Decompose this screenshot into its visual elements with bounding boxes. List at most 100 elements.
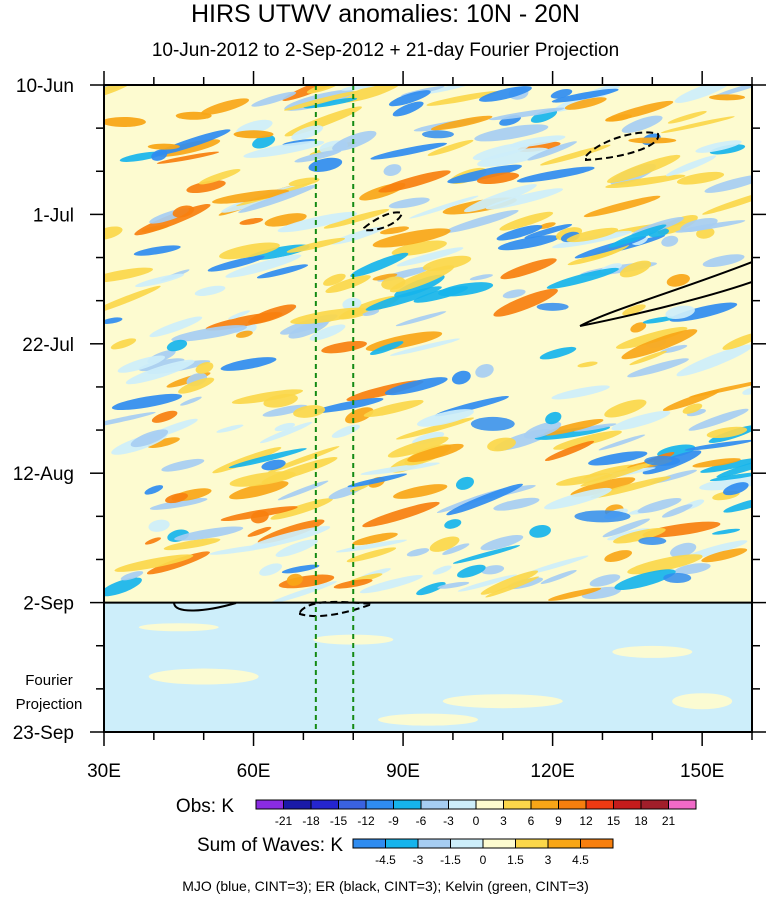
obs-anomaly-cell [496,225,543,241]
obs-anomaly-cell [161,458,205,472]
obs-anomaly-cell [548,587,602,601]
obs-anomaly-cell [393,484,448,499]
obs-anomaly-cell [369,341,404,355]
obs-anomaly-cell [611,410,671,431]
er-contour-positive [579,261,752,327]
obs-anomaly-cell [288,177,320,187]
obs-anomaly-cell [286,237,345,253]
obs-anomaly-cell [125,359,195,385]
obs-anomaly-cell [477,147,549,167]
obs-anomaly-cell [407,443,464,463]
obs-anomaly-cell [523,421,562,439]
projection-anomaly-cell [378,713,478,726]
obs-anomaly-cell [427,139,474,156]
obs-anomaly-cell [660,116,735,134]
obs-anomaly-cell [712,528,741,535]
obs-anomaly-cell [219,242,280,260]
obs-anomaly-cell [469,274,493,281]
obs-anomaly-cell [500,258,557,280]
projection-anomaly-cell [313,634,394,645]
obs-colorbar-swatch [365,799,394,810]
obs-anomaly-cell [432,565,452,575]
obs-anomaly-cell [314,397,384,413]
obs-anomaly-cell [277,211,358,233]
obs-anomaly-cell [446,483,523,516]
obs-anomaly-cell [665,305,695,320]
obs-anomaly-cell [662,504,693,518]
waves-colorbar-swatch [385,838,419,849]
waves-colorbar-level: -4.5 [375,853,396,867]
obs-anomaly-cell [350,252,409,278]
y-tick-label: 2-Sep [23,594,74,615]
obs-anomaly-cell [270,498,333,520]
obs-anomaly-cell [147,437,180,448]
obs-anomaly-cell [629,350,667,366]
obs-anomaly-cell [104,285,161,315]
obs-anomaly-cell [323,273,346,286]
obs-anomaly-cell [674,563,711,575]
obs-anomaly-cell [231,389,304,404]
waves-colorbar-swatch [547,838,581,849]
obs-warm-core [104,116,146,127]
obs-cool-core [536,302,569,311]
obs-anomaly-cell [396,247,464,267]
obs-anomaly-cell [293,405,326,418]
er-contour-negative [363,211,404,232]
obs-anomaly-cell [480,570,539,595]
obs-anomaly-cell [283,90,359,111]
obs-anomaly-cell [323,209,390,229]
obs-anomaly-cell [499,211,554,231]
obs-anomaly-cell [540,144,611,166]
waves-colorbar-swatch [417,838,451,849]
waves-colorbar-swatch [580,838,614,849]
obs-anomaly-cell [660,344,688,354]
obs-anomaly-cell [666,274,690,287]
obs-anomaly-cell [475,364,494,378]
obs-anomaly-cell [336,539,408,553]
obs-anomaly-cell [275,539,318,557]
obs-anomaly-cell [388,197,430,209]
obs-anomaly-cell [416,582,446,596]
waves-colorbar-level: 1.5 [507,853,524,867]
obs-anomaly-cell [416,409,474,427]
obs-anomaly-cell [212,447,282,474]
obs-anomaly-cell [621,115,663,133]
obs-colorbar-swatch [475,799,504,810]
obs-anomaly-cell [104,267,153,283]
obs-anomaly-cell [675,220,746,233]
obs-anomaly-cell [130,429,169,448]
obs-anomaly-cell [269,581,337,604]
x-tick-label: 60E [237,761,271,782]
obs-anomaly-cell [684,439,752,451]
obs-anomaly-cell [149,316,203,338]
obs-anomaly-cell [120,571,144,581]
waves-colorbar-level: 3 [545,853,552,867]
waves-colorbar-swatch [515,838,549,849]
obs-anomaly-cell [251,91,297,107]
y-tick-label: 10-Jun [16,76,74,97]
obs-anomaly-cell [723,496,752,513]
obs-anomaly-cell [380,226,410,235]
projection-anomaly-cell [138,623,219,632]
obs-anomaly-cell [665,155,717,177]
obs-anomaly-cell [104,317,123,324]
x-tick-label: 90E [386,761,420,782]
waves-colorbar-level: 0 [480,853,487,867]
obs-cool-core [421,130,454,139]
obs-anomaly-cell [340,85,401,103]
obs-anomaly-cell [422,255,472,271]
er-contour-positive [173,602,237,612]
obs-anomaly-cell [291,125,324,141]
obs-anomaly-cell [352,532,398,546]
obs-colorbar-level: -15 [330,814,348,828]
obs-anomaly-cell [457,574,517,592]
obs-anomaly-cell [615,326,688,349]
plot-area [104,85,752,732]
obs-anomaly-cell [706,426,748,439]
obs-anomaly-cell [252,135,276,149]
obs-anomaly-cell [642,316,676,324]
projection-anomaly-cell [442,694,563,709]
obs-anomaly-cell [577,361,598,368]
obs-anomaly-cell [551,88,619,103]
obs-colorbar-level: -18 [302,814,320,828]
